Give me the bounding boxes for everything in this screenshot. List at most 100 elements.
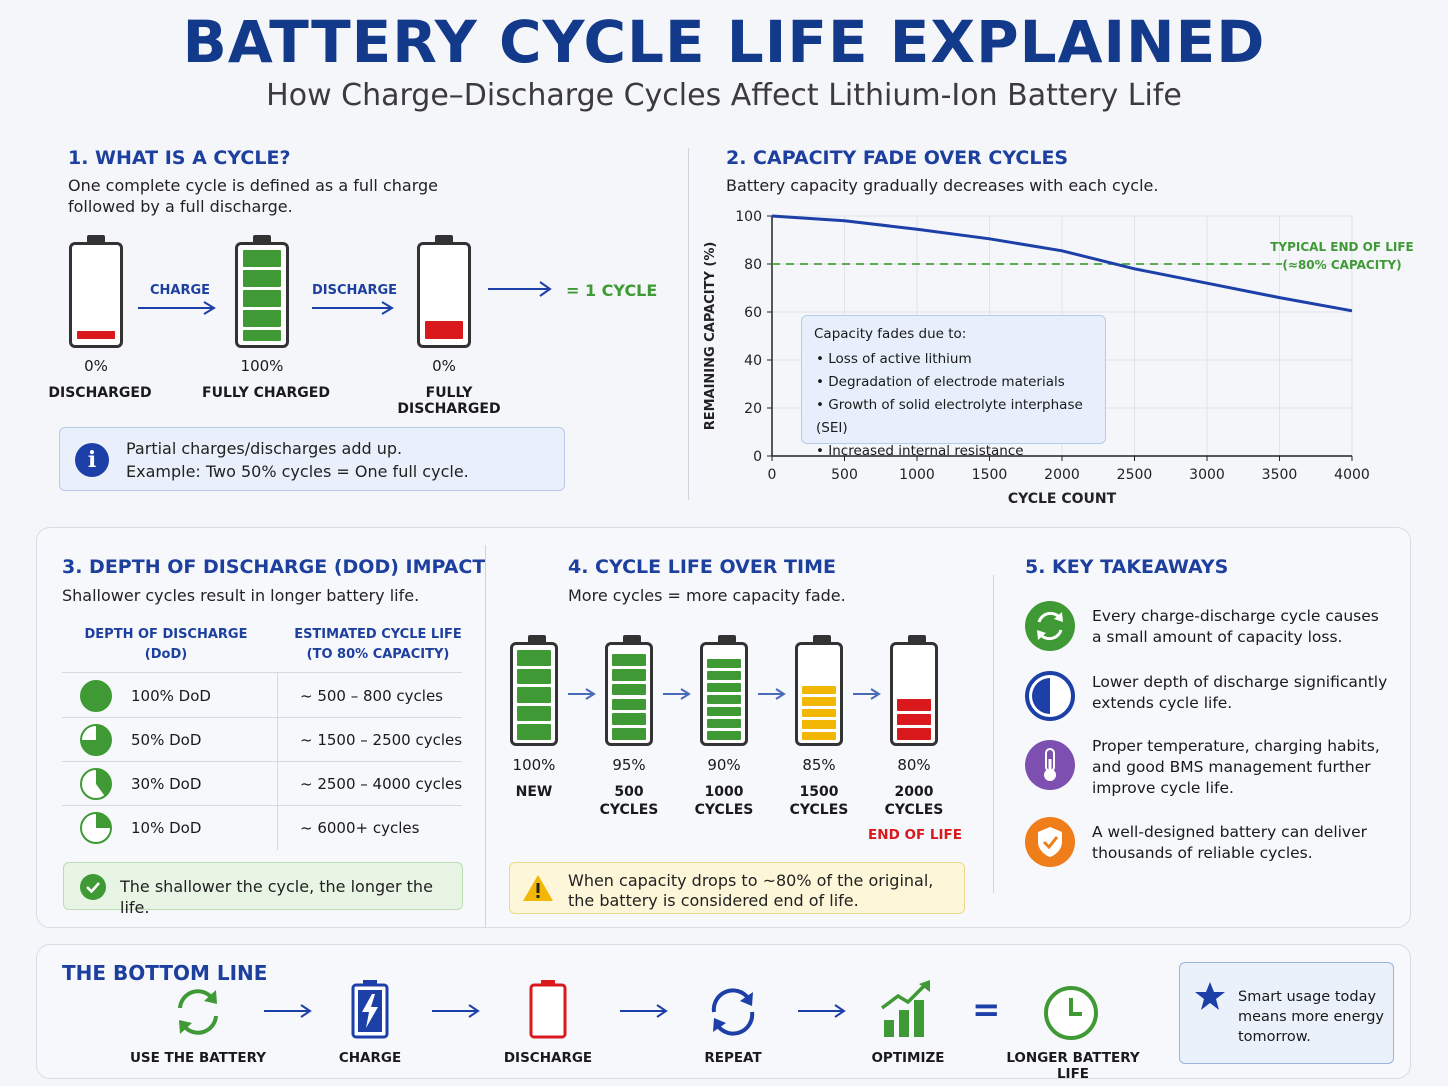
- half-circle-icon: [1025, 671, 1075, 721]
- section1-heading: 1. WHAT IS A CYCLE?: [68, 147, 291, 169]
- y-tick-label: 40: [744, 353, 762, 369]
- end-of-life-line1: TYPICAL END OF LIFE: [1270, 240, 1414, 254]
- fade-reason-item: • Growth of solid electrolyte interphase…: [816, 397, 1083, 436]
- thermometer-icon: [1025, 740, 1075, 790]
- stage-battery-icon: [605, 635, 653, 746]
- warning-icon: [523, 875, 553, 901]
- takeaway-item: Lower depth of discharge significantly ex…: [1092, 673, 1388, 712]
- dod-note-box: The shallower the cycle, the longer the …: [63, 862, 463, 917]
- stage-battery-icon: [700, 635, 748, 746]
- y-tick-label: 80: [744, 257, 762, 273]
- dod-pie-icon: [80, 768, 112, 800]
- capacity-line: [771, 214, 1353, 313]
- battery3-pct: 0%: [432, 357, 456, 375]
- cycle-life-col-header: ESTIMATED CYCLE LIFE (TO 80% CAPACITY): [294, 627, 462, 662]
- end-of-life-warning-box: When capacity drops to ~80% of the origi…: [509, 862, 965, 914]
- dod-col-header: DEPTH OF DISCHARGE (DoD): [84, 627, 248, 662]
- stage-battery-icon: [890, 635, 938, 746]
- step-optimize: OPTIMIZE: [871, 1050, 945, 1066]
- info-line2: Example: Two 50% cycles = One full cycle…: [126, 462, 469, 481]
- section4-heading: 4. CYCLE LIFE OVER TIME: [568, 556, 836, 578]
- stage-arrow-icon: [663, 688, 691, 700]
- battery-full-icon: [235, 235, 289, 348]
- dod-value: 30% DoD: [131, 775, 202, 793]
- flow-arrow-icon: [620, 1004, 668, 1018]
- discharging-battery-icon: [529, 980, 567, 1039]
- section4-desc: More cycles = more capacity fade.: [568, 586, 846, 605]
- stage-arrow-icon: [568, 688, 596, 700]
- tip-line1: Smart usage today: [1238, 989, 1377, 1005]
- step-use-battery: USE THE BATTERY: [129, 1050, 267, 1066]
- charging-battery-icon: [351, 980, 389, 1039]
- takeaway-item: Proper temperature, charging habits, and …: [1092, 737, 1380, 797]
- x-tick-label: 2500: [1117, 467, 1153, 483]
- x-tick-label: 4000: [1334, 467, 1370, 483]
- x-tick-label: 0: [768, 467, 777, 483]
- section1-desc-line1: One complete cycle is defined as a full …: [68, 176, 438, 195]
- section2-desc: Battery capacity gradually decreases wit…: [726, 176, 1159, 195]
- end-of-life-line2: (≈80% CAPACITY): [1282, 258, 1402, 272]
- one-cycle-label: = 1 CYCLE: [566, 281, 658, 300]
- takeaway-item: Every charge-discharge cycle causes a sma…: [1092, 607, 1379, 646]
- x-tick-label: 1500: [972, 467, 1008, 483]
- repeat-icon: [711, 988, 755, 1036]
- check-circle-icon: [80, 874, 106, 900]
- dod-value: 10% DoD: [131, 819, 202, 837]
- y-tick-label: 20: [744, 401, 762, 417]
- cycle-life-value: ~ 500 – 800 cycles: [300, 687, 443, 705]
- cycle-life-value: ~ 2500 – 4000 cycles: [300, 775, 463, 793]
- section3-desc: Shallower cycles result in longer batter…: [62, 586, 420, 605]
- stage-arrow-icon: [853, 688, 881, 700]
- stage-pct: 90%: [707, 756, 741, 774]
- step-repeat: REPEAT: [704, 1050, 762, 1066]
- stage-pct: 80%: [897, 756, 931, 774]
- stage-label-line1: 1000: [704, 784, 744, 800]
- stage-arrow-icon: [758, 688, 786, 700]
- dod-pie-icon: [80, 724, 112, 756]
- battery-fully-discharged-icon: [417, 235, 471, 348]
- stage-label-line1: 2000: [894, 784, 934, 800]
- x-tick-label: 2000: [1044, 467, 1080, 483]
- flow-arrow-icon: [798, 1004, 846, 1018]
- use-battery-icon: [178, 989, 218, 1035]
- stage-label-line2: CYCLES: [599, 802, 659, 818]
- stage-pct: 85%: [802, 756, 836, 774]
- discharge-arrow-icon: [312, 301, 394, 315]
- partial-cycle-info-box: i Partial charges/discharges add up. Exa…: [59, 427, 565, 491]
- shield-check-icon: [1025, 817, 1075, 867]
- x-tick-label: 1000: [899, 467, 935, 483]
- fade-reason-item: • Loss of active lithium: [816, 351, 972, 367]
- equals-sign: =: [972, 990, 1001, 1030]
- stage-label-line2: CYCLES: [789, 802, 849, 818]
- battery-discharged-icon: [69, 235, 123, 348]
- x-tick-label: 500: [831, 467, 858, 483]
- battery1-label: DISCHARGED: [48, 385, 152, 401]
- step-charge: CHARGE: [338, 1050, 402, 1066]
- section3-heading: 3. DEPTH OF DISCHARGE (DOD) IMPACT: [62, 556, 486, 578]
- section1-desc-line2: followed by a full discharge.: [68, 197, 293, 216]
- cycle-life-value: ~ 1500 – 2500 cycles: [300, 731, 463, 749]
- warning-line2: the battery is considered end of life.: [568, 891, 859, 910]
- bottom-line-heading: THE BOTTOM LINE: [62, 961, 268, 985]
- smart-usage-tip-box: Smart usage today means more energy tomo…: [1179, 962, 1394, 1064]
- recycle-icon: [1025, 601, 1075, 651]
- battery2-pct: 100%: [240, 357, 284, 375]
- end-of-life-annotation: TYPICAL END OF LIFE (≈80% CAPACITY): [1238, 238, 1446, 274]
- charge-label: CHARGE: [150, 283, 211, 298]
- optimize-growth-icon: [880, 980, 930, 1037]
- battery3-label: FULLY DISCHARGED: [397, 385, 501, 417]
- takeaway-item: A well-designed battery can deliver thous…: [1092, 823, 1368, 862]
- discharge-label: DISCHARGE: [312, 283, 398, 298]
- tip-line3: tomorrow.: [1238, 1029, 1311, 1045]
- fade-title: Capacity fades due to:: [814, 326, 967, 342]
- stage-label-line1: 500: [614, 784, 644, 800]
- end-of-life-label: END OF LIFE: [868, 827, 962, 843]
- fade-reason-item: • Increased internal resistance: [816, 443, 1024, 459]
- stage-label-line1: NEW: [515, 784, 553, 800]
- section2-heading: 2. CAPACITY FADE OVER CYCLES: [726, 147, 1069, 169]
- x-tick-label: 3500: [1262, 467, 1298, 483]
- charge-arrow-icon: [138, 301, 216, 315]
- info-icon: i: [75, 443, 109, 477]
- y-tick-label: 100: [735, 209, 762, 225]
- info-line1: Partial charges/discharges add up.: [126, 439, 403, 458]
